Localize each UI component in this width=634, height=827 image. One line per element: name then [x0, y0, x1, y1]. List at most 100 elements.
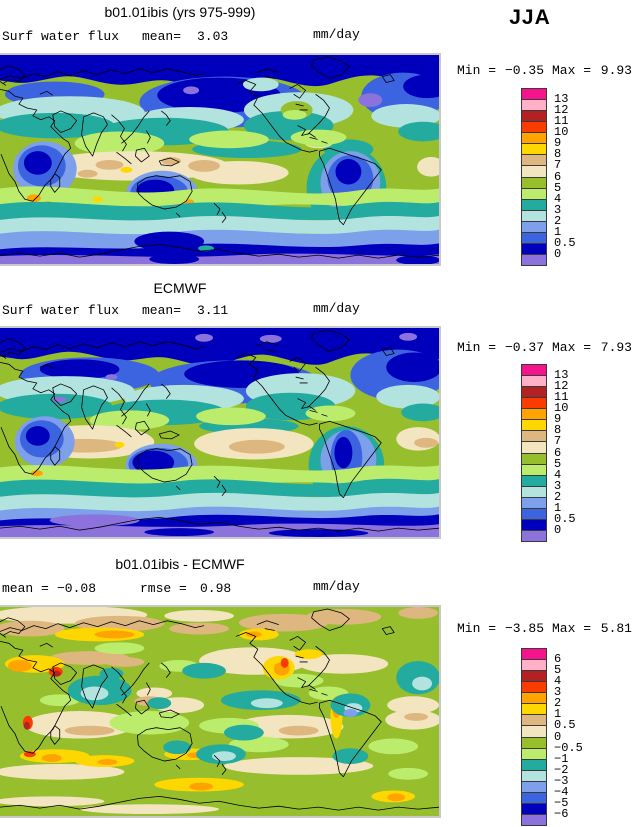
contour-fill-light_green: [89, 410, 170, 431]
colorbar-tick-label: 9: [554, 412, 562, 427]
colorbar-tick-label: 5: [554, 663, 562, 678]
contour-fill-orange: [245, 631, 262, 638]
contour-fill-light_cyan: [376, 384, 439, 409]
map-difference-surf-water-flux: [0, 605, 441, 818]
colorbar-tick-label: 0.5: [554, 235, 576, 250]
contour-fill-light_cyan: [80, 686, 109, 701]
contour-fill-navy: [268, 529, 369, 537]
contour-fill-light_cyan: [250, 698, 283, 709]
contour-fill-tan: [305, 608, 382, 625]
map-ecmwf-svg: [0, 328, 439, 537]
colorbar-tick-label: 6: [554, 445, 562, 460]
colorbar-tick-label: −2: [554, 762, 569, 777]
contour-fill-navy: [132, 450, 175, 475]
contour-fill-orange: [30, 470, 43, 477]
contour-fill-light_green: [282, 109, 307, 120]
colorbar-panel-3: 6 5 4 3 2 1 0.5 0 −0.5 −1 −2 −3 −4 −5 −6: [521, 648, 591, 827]
contour-fill-teal: [0, 201, 439, 225]
contour-fill-teal: [0, 478, 439, 502]
panel-1-units: mm/day: [313, 27, 360, 42]
contour-fill-teal: [99, 667, 124, 680]
panel-2-mean-value: 3.11: [197, 303, 229, 318]
contour-fill-yellow: [294, 649, 323, 660]
contour-fill-cream: [387, 696, 439, 714]
colorbar-tick-label: 1: [554, 707, 562, 722]
panel-1-mean-label: mean=: [142, 29, 182, 44]
contour-fill-yellow: [92, 196, 103, 203]
contour-fill-cornflower: [343, 709, 358, 717]
colorbar-tick-label: 12: [554, 379, 569, 394]
panel-1-min-value: −0.35: [504, 63, 544, 78]
contour-fill-navy: [25, 426, 50, 446]
colorbar-tick-label: 3: [554, 685, 562, 700]
contour-fill-purple: [183, 86, 200, 95]
contour-fill-navy: [39, 359, 120, 380]
colorbar-tick-label: 9: [554, 136, 562, 151]
contour-fill-cream: [0, 763, 125, 780]
panel-2-max-value: 7.93: [600, 340, 632, 355]
panel-2-units: mm/day: [313, 301, 360, 316]
panel-2-max-label: Max =: [552, 340, 592, 355]
contour-fill-navy: [396, 255, 439, 264]
contour-fill-light_cyan: [242, 77, 279, 92]
contour-fill-navy: [386, 352, 439, 382]
contour-fill-tan: [77, 169, 98, 178]
contour-fill-teal: [147, 697, 172, 710]
contour-fill-navy: [0, 55, 439, 89]
panel-1-max-value: 9.93: [600, 63, 632, 78]
contour-fill-navy: [23, 151, 52, 175]
colorbar-panel-2: 13 12 11 10 9 8 7 6 5 4 3 2 1 0.5 0: [521, 364, 591, 544]
colorbar-tick-label: −3: [554, 773, 569, 788]
contour-fill-light_cyan: [212, 751, 236, 762]
contour-fill-teal: [163, 740, 192, 755]
panel-1-title: b01.01ibis (yrs 975-999): [104, 4, 256, 20]
panel-2-var-label: Surf water flux: [2, 303, 120, 318]
contour-fill-cream: [0, 796, 105, 807]
contour-fill-tan: [414, 437, 439, 448]
colorbar-cell-purple: [521, 813, 547, 826]
map-ecmwf-surf-water-flux: [0, 326, 441, 539]
panel-1-min-label: Min =: [457, 63, 497, 78]
contour-fill-navy: [403, 74, 439, 99]
contour-fill-tan: [278, 725, 319, 736]
coastlines: [0, 56, 439, 259]
colorbar-tick-label: 0.5: [554, 718, 576, 733]
contour-fill-tan: [104, 657, 145, 667]
colorbar-tick-label: 4: [554, 674, 562, 689]
contour-fill-light_cyan: [0, 215, 439, 239]
colorbar-tick-label: 1: [554, 224, 562, 239]
panel-1-mean-value: 3.03: [197, 29, 229, 44]
colorbar-tick-label: 8: [554, 423, 562, 438]
contour-fill-light_green: [388, 767, 429, 780]
colorbar-tick-label: 13: [554, 92, 569, 107]
contour-fill-teal: [182, 662, 226, 679]
contour-fill-purple: [195, 333, 214, 342]
contour-fill-orange: [7, 659, 32, 672]
colorbar-tick-label: −6: [554, 806, 569, 821]
panel-3-min-label: Min =: [457, 621, 497, 636]
colorbar-tick-label: 2: [554, 213, 562, 228]
contour-fill-purple: [0, 253, 439, 264]
contour-fill-yellow: [114, 441, 125, 448]
contour-fill-light_cyan: [0, 492, 439, 516]
colorbar-cell-purple: [521, 253, 547, 266]
panel-2-mean-label: mean=: [142, 303, 182, 318]
colorbar-tick-label: 0.5: [554, 511, 576, 526]
colorbar-tick-label: 3: [554, 478, 562, 493]
coastlines: [0, 329, 439, 532]
colorbar-tick-label: 12: [554, 103, 569, 118]
contour-fill-cream: [79, 804, 220, 815]
colorbar-tick-label: 3: [554, 202, 562, 217]
colorbar-tick-label: 10: [554, 401, 569, 416]
contour-fill-tan: [228, 439, 285, 454]
contour-fill-light_cyan: [412, 676, 433, 691]
contour-fill-orange: [94, 630, 135, 639]
panel-3-max-value: 5.81: [600, 621, 632, 636]
colorbar-tick-label: 0: [554, 522, 562, 537]
contour-fill-tan: [169, 622, 229, 635]
contour-fill-light_green: [302, 135, 335, 148]
colorbar-tick-label: 6: [554, 652, 562, 667]
contour-fill-tan: [238, 613, 329, 632]
contour-fill-tan: [64, 725, 115, 736]
panel-3-units: mm/day: [313, 579, 360, 594]
